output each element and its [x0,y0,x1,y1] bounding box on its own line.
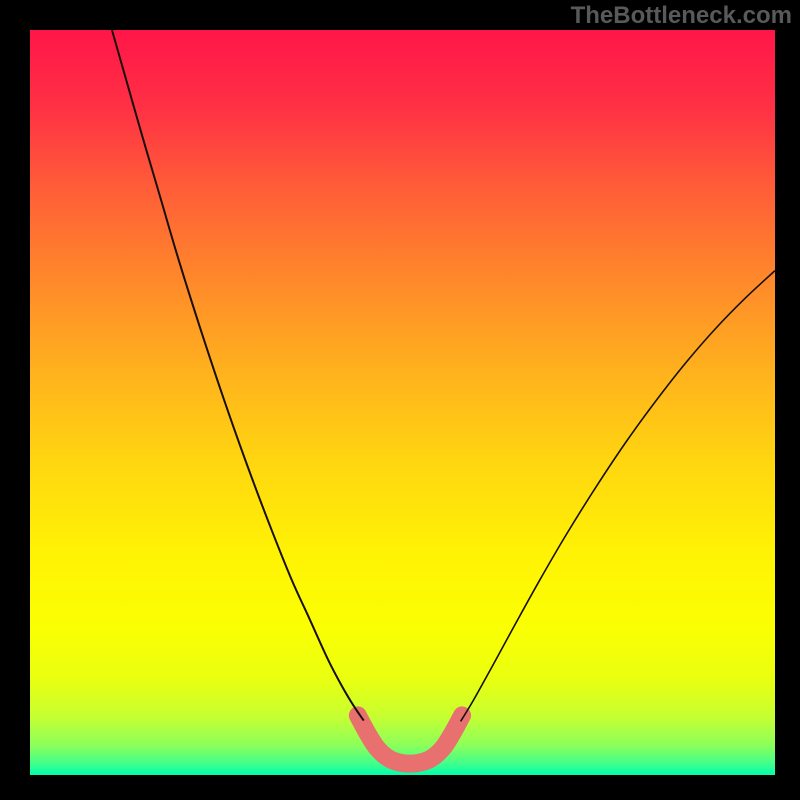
valley-highlight [358,715,462,763]
left-curve [112,30,364,721]
chart-container: TheBottleneck.com [0,0,800,800]
plot-area [30,30,775,775]
curve-overlay [30,30,775,775]
watermark-text: TheBottleneck.com [571,2,792,30]
right-curve [461,271,775,722]
